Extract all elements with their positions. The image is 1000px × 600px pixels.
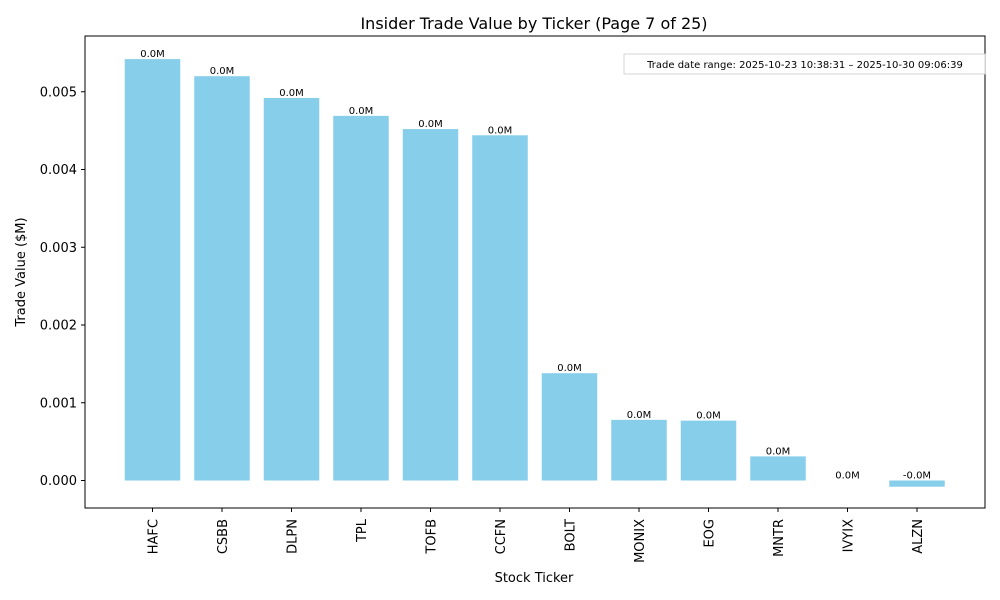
x-tick-label-tpl: TPL: [355, 518, 370, 543]
bars-layer: [124, 59, 945, 487]
x-tick-label-dlpn: DLPN: [286, 519, 301, 554]
y-tick-label: 0.005: [40, 85, 77, 100]
x-tick-label-bolt: BOLT: [564, 519, 579, 551]
data-label-ivyix: 0.0M: [835, 471, 860, 482]
data-label-eog: 0.0M: [696, 411, 721, 422]
y-tick-label: 0.000: [40, 474, 77, 489]
bar-hafc: [124, 59, 181, 481]
bar-ccfn: [472, 135, 528, 481]
bar-dlpn: [263, 97, 320, 481]
date-range-annotation: Trade date range: 2025-10-23 10:38:31 – …: [646, 60, 963, 71]
y-tick-label: 0.002: [40, 319, 77, 334]
chart-title: Insider Trade Value by Ticker (Page 7 of…: [360, 14, 707, 33]
data-label-hafc: 0.0M: [140, 49, 165, 60]
data-label-mntr: 0.0M: [766, 446, 791, 457]
data-label-monix: 0.0M: [627, 410, 652, 421]
bar-tofb: [402, 129, 459, 481]
x-tick-label-hafc: HAFC: [147, 519, 162, 554]
data-label-dlpn: 0.0M: [279, 88, 304, 99]
data-label-alzn: -0.0M: [903, 471, 931, 482]
bar-monix: [611, 419, 667, 481]
y-tick-label: 0.003: [40, 241, 77, 256]
y-tick-label: 0.001: [40, 396, 77, 411]
data-labels-layer: 0.0M 0.0M 0.0M 0.0M 0.0M 0.0M 0.0M 0.0M 0.0M 0.0M…: [140, 49, 931, 481]
data-label-ccfn: 0.0M: [488, 125, 513, 136]
data-label-tofb: 0.0M: [418, 119, 443, 130]
x-tick-label-tofb: TOFB: [425, 519, 440, 555]
data-label-csbb: 0.0M: [210, 66, 235, 77]
x-tick-label-eog: EOG: [703, 519, 718, 548]
x-tick-label-alzn: ALZN: [911, 519, 926, 554]
bar-csbb: [194, 76, 250, 481]
x-tick-label-ccfn: CCFN: [494, 519, 509, 554]
x-tick-label-csbb: CSBB: [216, 519, 231, 554]
bar-mntr: [750, 456, 806, 481]
x-axis: HAFC CSBB DLPN TPL TOFB CCFN BOLT MONIX EOG MNTR I…: [147, 508, 926, 563]
data-label-tpl: 0.0M: [349, 106, 374, 117]
bar-tpl: [333, 115, 389, 481]
x-tick-label-monix: MONIX: [633, 519, 648, 563]
x-tick-label-mntr: MNTR: [772, 519, 787, 557]
bar-eog: [680, 420, 737, 481]
y-axis-title: Trade Value ($M): [14, 217, 29, 327]
y-axis: 0.000 0.001 0.002 0.003 0.004 0.005: [40, 85, 85, 489]
y-tick-label: 0.004: [40, 163, 77, 178]
x-axis-title: Stock Ticker: [495, 571, 574, 586]
bar-bolt: [541, 373, 598, 481]
data-label-bolt: 0.0M: [557, 363, 582, 374]
x-tick-label-ivyix: IVYIX: [842, 519, 857, 553]
annotation-box: Trade date range: 2025-10-23 10:38:31 – …: [623, 53, 986, 75]
bar-alzn: [889, 480, 945, 487]
plot-frame: [84, 35, 986, 509]
